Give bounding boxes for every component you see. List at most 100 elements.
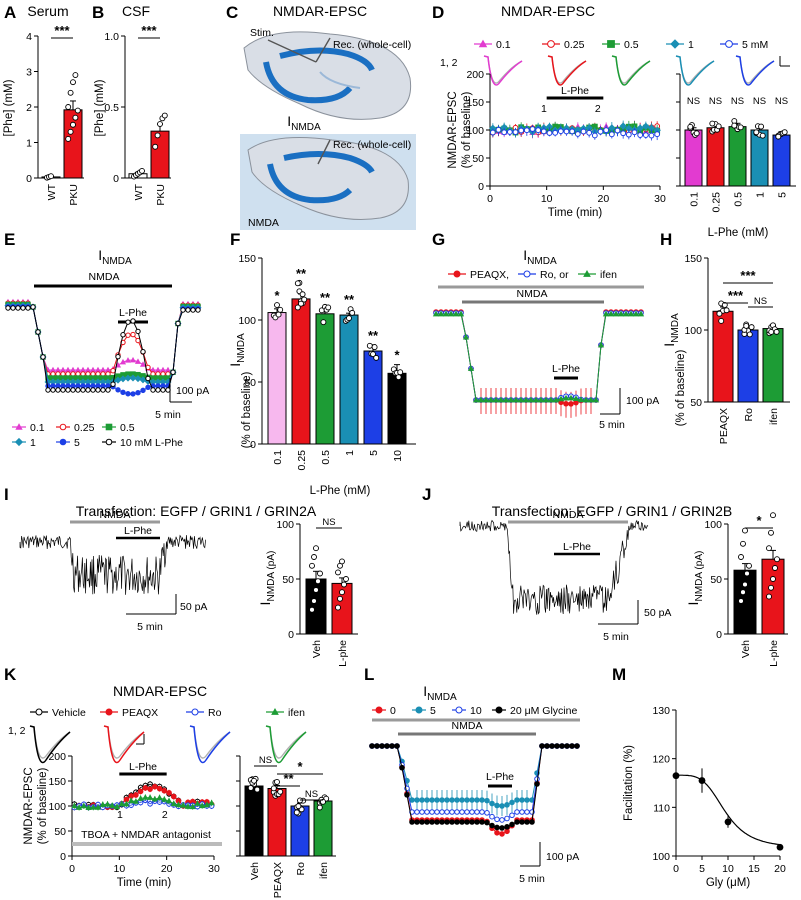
panel-I-bar-y-tick-label: 0 bbox=[288, 629, 294, 641]
panel-L-trace-point bbox=[454, 797, 460, 803]
panel-I-bar-data-point bbox=[339, 558, 345, 565]
panel-J-bar-y-label: INMDA (pA) bbox=[685, 551, 705, 606]
panel-E-scale-x-label: 5 min bbox=[155, 409, 181, 421]
panel-G-scale-y-label: 100 pA bbox=[626, 395, 659, 407]
panel-J-bar-data-point bbox=[768, 584, 774, 591]
panel-I-bar-y-label: INMDA (pA) bbox=[257, 551, 277, 606]
panel-M-y-tick-label: 130 bbox=[652, 705, 670, 717]
panel-M-x-label: Gly (μM) bbox=[706, 877, 750, 889]
panel-E-trace-point bbox=[84, 366, 92, 373]
panel-L-trace-point bbox=[554, 743, 560, 749]
panel-D-bar-data-point bbox=[775, 133, 782, 140]
panel-K-y-tick-label: 100 bbox=[48, 801, 66, 813]
panel-C-layer-top bbox=[319, 71, 361, 89]
panel-D-time-point bbox=[563, 128, 570, 135]
panel-L-trace-point bbox=[474, 819, 480, 825]
panel-K-y-label-2: (% of baseline) bbox=[37, 767, 49, 844]
panel-D-title: NMDAR-EPSC bbox=[501, 3, 595, 19]
panel-F-data-point bbox=[395, 374, 402, 381]
panel-E-trace-point bbox=[50, 387, 56, 393]
panel-F-x-tick-label: 5 bbox=[368, 450, 380, 456]
panel-D-time-point bbox=[597, 128, 604, 135]
panel-J-scale-x-label: 5 min bbox=[603, 631, 629, 643]
panel-L-trace-point bbox=[494, 824, 500, 831]
panel-E-lphe-label: L-Phe bbox=[119, 307, 147, 319]
panel-L-trace-point bbox=[509, 799, 515, 806]
panel-G-trace-point bbox=[532, 396, 540, 403]
panel-H-data-point bbox=[743, 322, 750, 329]
panel-L-trace-point bbox=[394, 743, 400, 749]
panel-E-trace-point bbox=[125, 332, 131, 338]
panel-L-trace-point bbox=[494, 816, 500, 823]
panel-I-bar-data-point bbox=[311, 554, 317, 560]
panel-G-trace-point bbox=[547, 396, 555, 403]
panel-G-trace-point bbox=[432, 310, 440, 317]
panel-K-bar-significance-label: * bbox=[297, 759, 303, 774]
panel-K-legend-marker bbox=[271, 707, 279, 715]
panel-J-bar-data-point bbox=[738, 598, 744, 604]
panel-E-trace-point bbox=[160, 387, 166, 393]
panel-L-trace-point bbox=[469, 809, 475, 815]
panel-L-trace-point bbox=[379, 743, 385, 749]
panel-F-significance: * bbox=[274, 288, 280, 303]
panel-L-trace-point bbox=[514, 809, 520, 815]
panel-I-lphe-label: L-Phe bbox=[124, 525, 152, 537]
panel-L-trace-point bbox=[459, 809, 465, 815]
panel-G-trace-point bbox=[452, 310, 460, 317]
panel-B-data-point bbox=[157, 121, 163, 127]
panel-D-y-label: NMDAR-EPSC bbox=[447, 91, 459, 168]
panel-letter-J: J bbox=[422, 485, 431, 504]
panel-L-legend-marker bbox=[455, 706, 463, 714]
panel-E-trace-point bbox=[170, 369, 176, 375]
panel-L-trace-point bbox=[489, 800, 495, 807]
panel-L-trace-point bbox=[544, 743, 550, 749]
panel-I-bar-data-point bbox=[343, 576, 349, 582]
panel-E-legend-marker bbox=[15, 423, 23, 430]
panel-H-data-point bbox=[746, 331, 753, 338]
panel-J-bar-data-point bbox=[772, 565, 778, 571]
panel-F-data-point bbox=[299, 291, 306, 298]
panel-A-bar-PKU bbox=[63, 109, 83, 179]
panel-K-bar-data-point bbox=[320, 798, 326, 805]
panel-G-trace-point bbox=[522, 396, 530, 403]
panel-K-x-tick-label: 30 bbox=[208, 863, 220, 875]
panel-L-trace-point bbox=[424, 797, 430, 803]
panel-C-ca-bottom bbox=[283, 151, 375, 174]
panel-D-bar-x-tick-label: 0.1 bbox=[689, 192, 701, 207]
panel-L-legend-marker bbox=[375, 706, 383, 714]
panel-J-bar-bar-Veh bbox=[733, 569, 757, 635]
panel-D-index-2: 2 bbox=[595, 103, 601, 115]
panel-D-bar-significance: NS bbox=[687, 96, 700, 107]
panel-K-time-line-3 bbox=[74, 797, 212, 809]
panel-L-trace-point bbox=[389, 743, 395, 749]
panel-J-lphe-label: L-Phe bbox=[563, 541, 591, 553]
panel-J-bar-x-tick-label: Veh bbox=[740, 640, 752, 658]
panel-A-data-point bbox=[72, 72, 79, 79]
panel-F-bar-0.5 bbox=[315, 313, 335, 445]
panel-D-time-point bbox=[637, 132, 644, 138]
panel-H-significance-label: NS bbox=[754, 296, 767, 307]
panel-E-legend-label: 0.1 bbox=[30, 422, 45, 434]
panel-E-trace-point bbox=[180, 307, 186, 313]
panel-E-scale-y-label: 100 pA bbox=[176, 385, 209, 397]
panel-L-trace-point bbox=[459, 797, 465, 803]
panel-K-bar-x-tick-label: ifen bbox=[318, 862, 330, 879]
panel-B-data-point bbox=[152, 143, 159, 150]
panel-C-rec-label-1: Rec. (whole-cell) bbox=[333, 39, 411, 51]
panel-G-trace-point bbox=[567, 394, 575, 401]
panel-E-trace-point bbox=[40, 354, 46, 360]
panel-D-time-point bbox=[625, 131, 632, 138]
panel-A-y-tick-label: 3 bbox=[26, 67, 32, 79]
panel-D-example-trace bbox=[735, 55, 775, 86]
panel-E-trace-point bbox=[90, 387, 96, 393]
panel-D-x-tick-label: 0 bbox=[487, 193, 493, 205]
panel-I-bar-data-point bbox=[315, 578, 321, 585]
panel-K-bar-data-point bbox=[274, 779, 280, 785]
panel-L-trace-point bbox=[369, 743, 375, 749]
panel-E-nmda-label: NMDA bbox=[89, 271, 120, 283]
panel-G-trace-point bbox=[507, 396, 515, 403]
panel-M-y-label: Facilitation (%) bbox=[623, 745, 635, 821]
panel-D-time-point bbox=[603, 127, 610, 134]
panel-D-bar-significance: NS bbox=[775, 96, 788, 107]
panel-G-trace-point bbox=[573, 399, 579, 406]
